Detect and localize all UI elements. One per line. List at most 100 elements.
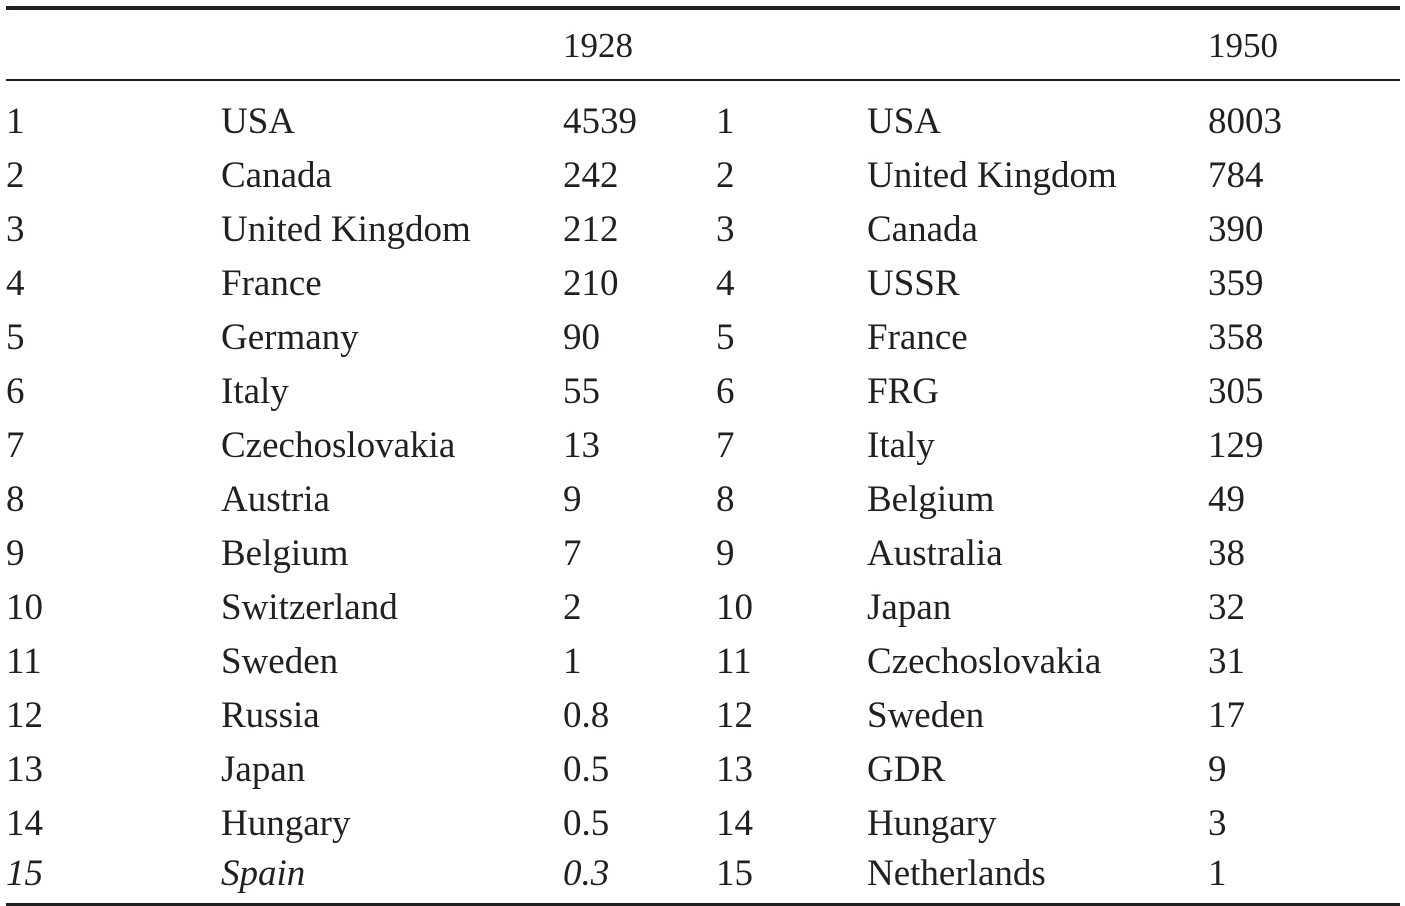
country-1950-cell: Czechoslovakia [867,641,1102,682]
table-top-rule [6,6,1400,10]
rank-1950-cell: 12 [716,695,753,736]
country-1928-cell: Austria [221,479,330,520]
rank-1950-cell: 9 [716,533,735,574]
rank-1928-cell: 7 [6,425,25,466]
value-1928-cell: 0.5 [563,803,610,844]
value-1928-cell: 55 [563,371,600,412]
table-row: 11 Sweden 1 11 Czechoslovakia 31 [6,635,1400,689]
country-1928-cell: Switzerland [221,587,398,628]
country-1950-cell: Canada [867,209,978,250]
rank-1950-cell: 4 [716,263,735,304]
rank-1928-cell: 8 [6,479,25,520]
value-1928-cell: 212 [563,209,619,250]
table-row: 4 France 210 4 USSR 359 [6,257,1400,311]
rank-1950-cell: 10 [716,587,753,628]
value-1950-cell: 1 [1208,853,1227,894]
rank-1950-cell: 5 [716,317,735,358]
country-1950-cell: FRG [867,371,939,412]
table-row: 10 Switzerland 2 10 Japan 32 [6,581,1400,635]
country-1950-cell: France [867,317,968,358]
country-1950-cell: USSR [867,263,960,304]
country-1928-cell: Sweden [221,641,339,682]
value-1950-cell: 305 [1208,371,1264,412]
rank-1928-cell: 11 [6,641,42,682]
country-1928-cell: Italy [221,371,289,412]
country-1950-cell: Australia [867,533,1003,574]
value-1928-cell: 0.8 [563,695,610,736]
value-1950-cell: 358 [1208,317,1264,358]
rank-1928-cell: 12 [6,695,43,736]
value-1928-cell: 210 [563,263,619,304]
year-1950-header: 1950 [1208,26,1278,65]
rank-1928-cell: 10 [6,587,43,628]
country-1950-cell: Belgium [867,479,995,520]
ranking-table: 1928 1950 1 USA 4539 1 USA 8003 2 Canada 242 2 Uni… [6,6,1400,906]
table-row: 15 Spain 0.3 15 Netherlands 1 [6,851,1400,897]
value-1950-cell: 32 [1208,587,1245,628]
rank-1950-cell: 2 [716,155,735,196]
value-1928-cell: 0.5 [563,749,610,790]
rank-1950-cell: 7 [716,425,735,466]
year-1928-header: 1928 [563,26,633,65]
value-1950-cell: 390 [1208,209,1264,250]
country-1928-cell: Germany [221,317,359,358]
table-row: 1 USA 4539 1 USA 8003 [6,95,1400,149]
rank-1928-cell: 14 [6,803,43,844]
rank-1950-cell: 1 [716,101,735,142]
value-1928-cell: 7 [563,533,582,574]
table-row: 12 Russia 0.8 12 Sweden 17 [6,689,1400,743]
country-1950-cell: Hungary [867,803,997,844]
rank-1950-cell: 13 [716,749,753,790]
value-1950-cell: 8003 [1208,101,1282,142]
table-row: 6 Italy 55 6 FRG 305 [6,365,1400,419]
table-row: 8 Austria 9 8 Belgium 49 [6,473,1400,527]
value-1928-cell: 0.3 [563,853,610,894]
value-1950-cell: 3 [1208,803,1227,844]
rank-1950-cell: 8 [716,479,735,520]
rank-1928-cell: 15 [6,853,43,894]
country-1928-cell: Hungary [221,803,351,844]
rank-1950-cell: 6 [716,371,735,412]
rank-1928-cell: 3 [6,209,25,250]
table-row: 14 Hungary 0.5 14 Hungary 3 [6,797,1400,851]
rank-1928-cell: 2 [6,155,25,196]
country-1950-cell: Netherlands [867,853,1046,894]
value-1928-cell: 90 [563,317,600,358]
table-row: 2 Canada 242 2 United Kingdom 784 [6,149,1400,203]
value-1928-cell: 242 [563,155,619,196]
value-1950-cell: 17 [1208,695,1245,736]
country-1928-cell: Russia [221,695,320,736]
value-1928-cell: 1 [563,641,582,682]
country-1928-cell: USA [221,101,296,142]
country-1950-cell: Italy [867,425,935,466]
rank-1950-cell: 15 [716,853,753,894]
table-row: 3 United Kingdom 212 3 Canada 390 [6,203,1400,257]
value-1928-cell: 2 [563,587,582,628]
table-body: 1 USA 4539 1 USA 8003 2 Canada 242 2 United Kingdo… [6,81,1400,903]
country-1928-cell: Spain [221,853,306,894]
value-1950-cell: 38 [1208,533,1245,574]
rank-1928-cell: 5 [6,317,25,358]
country-1950-cell: USA [867,101,942,142]
value-1950-cell: 31 [1208,641,1245,682]
value-1928-cell: 13 [563,425,600,466]
country-1928-cell: Czechoslovakia [221,425,456,466]
country-1950-cell: Japan [867,587,952,628]
country-1928-cell: Canada [221,155,332,196]
rank-1928-cell: 4 [6,263,25,304]
country-1928-cell: Japan [221,749,306,790]
country-1928-cell: United Kingdom [221,209,471,250]
rank-1950-cell: 11 [716,641,752,682]
value-1928-cell: 4539 [563,101,637,142]
value-1950-cell: 784 [1208,155,1264,196]
country-1928-cell: Belgium [221,533,349,574]
value-1928-cell: 9 [563,479,582,520]
country-1950-cell: United Kingdom [867,155,1117,196]
country-1950-cell: GDR [867,749,946,790]
table-row: 7 Czechoslovakia 13 7 Italy 129 [6,419,1400,473]
value-1950-cell: 129 [1208,425,1264,466]
value-1950-cell: 359 [1208,263,1264,304]
table-header-row: 1928 1950 [6,10,1400,79]
country-1950-cell: Sweden [867,695,985,736]
rank-1928-cell: 6 [6,371,25,412]
